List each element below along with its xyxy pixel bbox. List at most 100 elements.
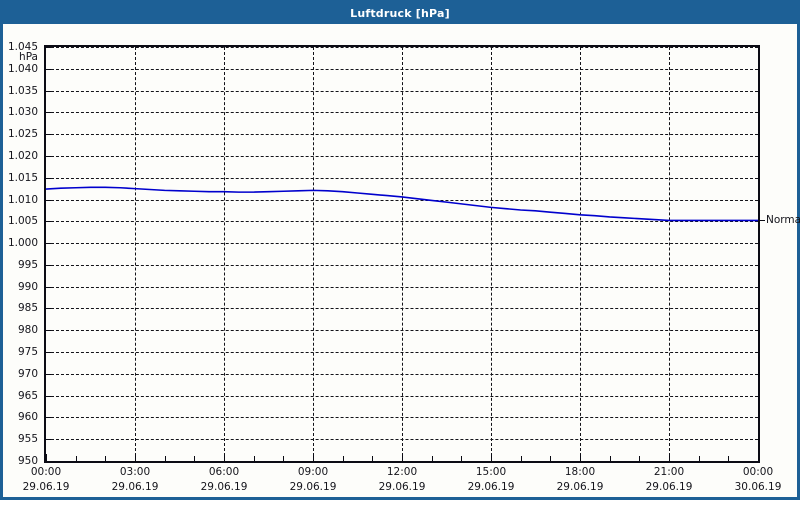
gridline-vertical xyxy=(580,47,581,461)
y-axis: hPa 1.045 1.040 1.035 1.030 1.025 1.020 1.015 1… xyxy=(3,41,42,467)
y-axis-tick-label: 950 xyxy=(17,455,38,467)
y-axis-tick xyxy=(46,177,51,179)
normal-tick-mark xyxy=(759,220,765,222)
y-axis-tick-label: 1.015 xyxy=(7,171,38,184)
y-axis-tick-label: 1.020 xyxy=(7,149,38,162)
x-axis-tick-label: 09:00 29.06.19 xyxy=(290,465,337,495)
y-axis-tick xyxy=(46,47,51,48)
y-axis-tick xyxy=(46,439,51,441)
x-axis-tick-label: 18:00 29.06.19 xyxy=(557,465,604,495)
x-axis-major-tick xyxy=(669,454,670,461)
normal-label: Normal xyxy=(766,214,800,227)
y-axis-tick-label: 1.035 xyxy=(7,84,38,97)
y-axis-tick xyxy=(46,199,51,201)
y-axis-tick-label: 975 xyxy=(17,346,38,359)
x-tick-date: 29.06.19 xyxy=(556,481,604,493)
x-axis-tick-label: 06:00 29.06.19 xyxy=(201,465,248,495)
x-tick-date: 29.06.19 xyxy=(378,481,426,493)
x-axis-minor-tick xyxy=(550,456,552,461)
x-axis-minor-tick xyxy=(431,456,433,461)
x-tick-time: 03:00 xyxy=(119,466,151,478)
y-axis-tick xyxy=(46,417,51,419)
y-axis-tick xyxy=(46,134,51,136)
y-axis-tick xyxy=(46,243,51,245)
y-axis-tick xyxy=(46,264,51,266)
y-axis-tick-label: 970 xyxy=(17,367,38,380)
y-axis-tick-label: 955 xyxy=(17,433,38,446)
plot-inner xyxy=(46,47,758,461)
plot-area xyxy=(44,45,760,463)
x-axis-minor-tick xyxy=(372,456,374,461)
gridline-vertical xyxy=(224,47,225,461)
y-axis-tick-label: 960 xyxy=(17,411,38,424)
x-axis-minor-tick xyxy=(639,456,641,461)
x-axis-tick-label: 21:00 29.06.19 xyxy=(646,465,693,495)
x-axis-major-tick xyxy=(491,454,492,461)
y-axis-tick xyxy=(46,286,51,288)
x-axis-minor-tick xyxy=(520,456,522,461)
gridline-vertical xyxy=(135,47,136,461)
y-axis-tick xyxy=(46,461,51,462)
y-axis-tick-label: 1.040 xyxy=(7,62,38,75)
y-axis-tick xyxy=(46,373,51,375)
y-axis-tick-label: 1.000 xyxy=(7,237,38,250)
chart-canvas: hPa 1.045 1.040 1.035 1.030 1.025 1.020 1.015 1… xyxy=(3,24,800,497)
y-axis-unit-label: hPa xyxy=(19,51,38,63)
x-axis-minor-tick xyxy=(283,456,285,461)
gridline-vertical xyxy=(669,47,670,461)
x-axis-minor-tick xyxy=(194,456,196,461)
x-tick-time: 21:00 xyxy=(653,466,685,478)
x-axis-major-tick xyxy=(224,454,225,461)
x-tick-date: 29.06.19 xyxy=(22,481,70,493)
series-path xyxy=(46,187,758,220)
x-axis-minor-tick xyxy=(609,456,611,461)
x-axis-minor-tick xyxy=(698,456,700,461)
x-tick-time: 15:00 xyxy=(475,466,507,478)
x-axis-minor-tick xyxy=(75,456,77,461)
window-title-bar: Luftdruck [hPa] xyxy=(3,3,797,24)
x-axis-tick-label: 00:00 29.06.19 xyxy=(23,465,70,495)
y-axis-tick-label: 990 xyxy=(17,280,38,293)
x-axis-major-tick xyxy=(135,454,136,461)
y-axis-tick xyxy=(46,308,51,310)
x-axis-major-tick xyxy=(313,454,314,461)
x-tick-time: 00:00 xyxy=(30,466,62,478)
page-title: Luftdruck [hPa] xyxy=(350,7,450,20)
y-axis-tick xyxy=(46,330,51,332)
x-tick-date: 29.06.19 xyxy=(289,481,337,493)
x-axis-minor-tick xyxy=(461,456,463,461)
y-axis-tick-label: 995 xyxy=(17,258,38,271)
x-axis-minor-tick xyxy=(105,456,107,461)
x-tick-date: 30.06.19 xyxy=(734,481,782,493)
x-axis-major-tick xyxy=(758,454,759,461)
x-axis-tick-label: 03:00 29.06.19 xyxy=(112,465,159,495)
y-axis-tick xyxy=(46,352,51,354)
x-axis-major-tick xyxy=(46,454,47,461)
x-axis-minor-tick xyxy=(164,456,166,461)
y-axis-tick-label: 1.010 xyxy=(7,193,38,206)
gridline-vertical xyxy=(491,47,492,461)
y-axis-tick-label: 1.005 xyxy=(7,215,38,228)
x-tick-date: 29.06.19 xyxy=(467,481,515,493)
x-tick-time: 18:00 xyxy=(564,466,596,478)
x-axis-minor-tick xyxy=(253,456,255,461)
x-tick-time: 06:00 xyxy=(208,466,240,478)
y-axis-tick-label: 1.030 xyxy=(7,106,38,119)
y-axis-tick-label: 1.025 xyxy=(7,128,38,141)
x-tick-time: 00:00 xyxy=(742,466,774,478)
y-axis-tick-label: 1.045 xyxy=(7,41,38,53)
y-axis-tick-label: 965 xyxy=(17,389,38,402)
y-axis-tick xyxy=(46,112,51,114)
x-axis-major-tick xyxy=(580,454,581,461)
y-axis-tick xyxy=(46,221,51,223)
x-tick-time: 12:00 xyxy=(386,466,418,478)
pressure-line-series xyxy=(46,47,758,461)
x-tick-date: 29.06.19 xyxy=(200,481,248,493)
gridline-vertical xyxy=(313,47,314,461)
y-axis-tick xyxy=(46,155,51,157)
x-axis-major-tick xyxy=(402,454,403,461)
x-axis-minor-tick xyxy=(342,456,344,461)
gridline-vertical xyxy=(402,47,403,461)
x-tick-date: 29.06.19 xyxy=(645,481,693,493)
x-tick-time: 09:00 xyxy=(297,466,329,478)
